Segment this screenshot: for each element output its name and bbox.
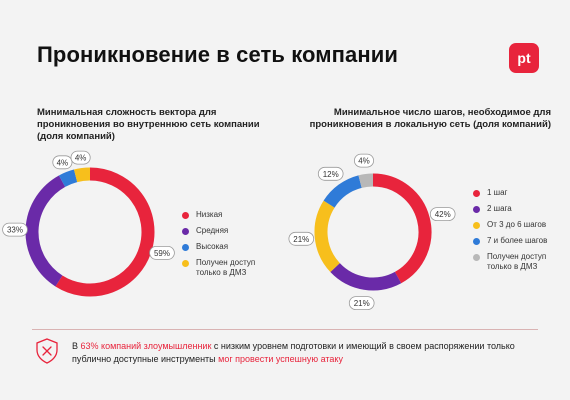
data-label: 59% xyxy=(154,249,170,258)
pt-logo: pt xyxy=(509,43,539,73)
data-label-pill xyxy=(348,296,375,311)
legend-item: Средняя xyxy=(182,226,262,236)
data-label-pill xyxy=(429,207,456,222)
legend-item: Высокая xyxy=(182,242,262,252)
chart-1-title: Минимальная сложность вектора для проник… xyxy=(37,107,260,142)
data-label-pill xyxy=(70,150,91,165)
donut-chart-1: 59% 33% 4% 4% xyxy=(2,150,175,297)
data-label-pill xyxy=(149,245,175,260)
legend-swatch xyxy=(473,222,480,229)
chart-2-legend: 1 шаг 2 шага От 3 до 6 шагов 7 и более шаго… xyxy=(473,188,563,272)
legend-item: Получен доступ только в ДМЗ xyxy=(473,252,563,272)
donut-slice xyxy=(55,167,155,297)
data-label: 4% xyxy=(358,157,370,166)
footer-divider xyxy=(32,329,538,330)
legend-label: Получен доступ только в ДМЗ xyxy=(487,252,547,271)
footer-text-1: В xyxy=(72,341,81,351)
legend-item: Получен доступ только в ДМЗ xyxy=(182,258,262,278)
data-label: 42% xyxy=(435,210,451,219)
donut-slice xyxy=(330,262,402,291)
donut-slice xyxy=(314,200,341,273)
shield-x-icon xyxy=(36,338,58,364)
donut-slice xyxy=(372,173,432,284)
legend-swatch xyxy=(182,212,189,219)
donut-slice xyxy=(25,175,66,287)
data-label-pill xyxy=(2,222,28,237)
legend-swatch xyxy=(473,206,480,213)
legend-item: От 3 до 6 шагов xyxy=(473,220,563,230)
footer-text-2: с низким уровнем подготовки и имеющий в … xyxy=(72,341,515,364)
legend-label: 7 и более шагов xyxy=(487,236,548,245)
donut-slice xyxy=(358,173,374,188)
donut-slice xyxy=(73,167,91,183)
legend-item: 7 и более шагов xyxy=(473,236,563,246)
legend-label: 1 шаг xyxy=(487,188,508,197)
donut-slice xyxy=(58,169,78,187)
data-label: 4% xyxy=(75,154,87,163)
data-label-pill xyxy=(288,231,315,246)
data-label: 21% xyxy=(293,235,309,244)
page-title: Проникновение в сеть компании xyxy=(37,42,399,67)
legend-swatch xyxy=(182,260,189,267)
chart-1-legend: Низкая Средняя Высокая Получен доступ тольк… xyxy=(182,210,262,278)
donut-chart-2: 42% 21% 21% 12% 4% xyxy=(288,153,456,311)
legend-label: Высокая xyxy=(196,242,229,251)
data-label-pill xyxy=(353,153,374,168)
legend-label: Низкая xyxy=(196,210,223,219)
footer-highlight-1: 63% компаний злоумышленник xyxy=(80,341,212,351)
data-label: 12% xyxy=(323,170,339,179)
data-label: 21% xyxy=(354,299,370,308)
legend-item: 1 шаг xyxy=(473,188,563,198)
legend-swatch xyxy=(473,238,480,245)
legend-swatch xyxy=(182,244,189,251)
footer-highlight-2: мог провести успешную атаку xyxy=(218,354,343,364)
data-label: 33% xyxy=(7,226,23,235)
data-label-pill xyxy=(52,155,73,170)
legend-item: Низкая xyxy=(182,210,262,220)
data-label-pill xyxy=(317,166,344,181)
legend-label: 2 шага xyxy=(487,204,512,213)
donut-slice xyxy=(323,175,362,208)
legend-swatch xyxy=(473,254,480,261)
legend-item: 2 шага xyxy=(473,204,563,214)
legend-label: Средняя xyxy=(196,226,229,235)
data-label: 4% xyxy=(57,158,69,167)
legend-swatch xyxy=(182,228,189,235)
footer-text: В 63% компаний злоумышленник с низким ур… xyxy=(72,340,542,366)
chart-2-title: Минимальное число шагов, необходимое для… xyxy=(309,107,551,130)
legend-label: Получен доступ только в ДМЗ xyxy=(196,258,256,277)
legend-swatch xyxy=(473,190,480,197)
legend-label: От 3 до 6 шагов xyxy=(487,220,547,229)
